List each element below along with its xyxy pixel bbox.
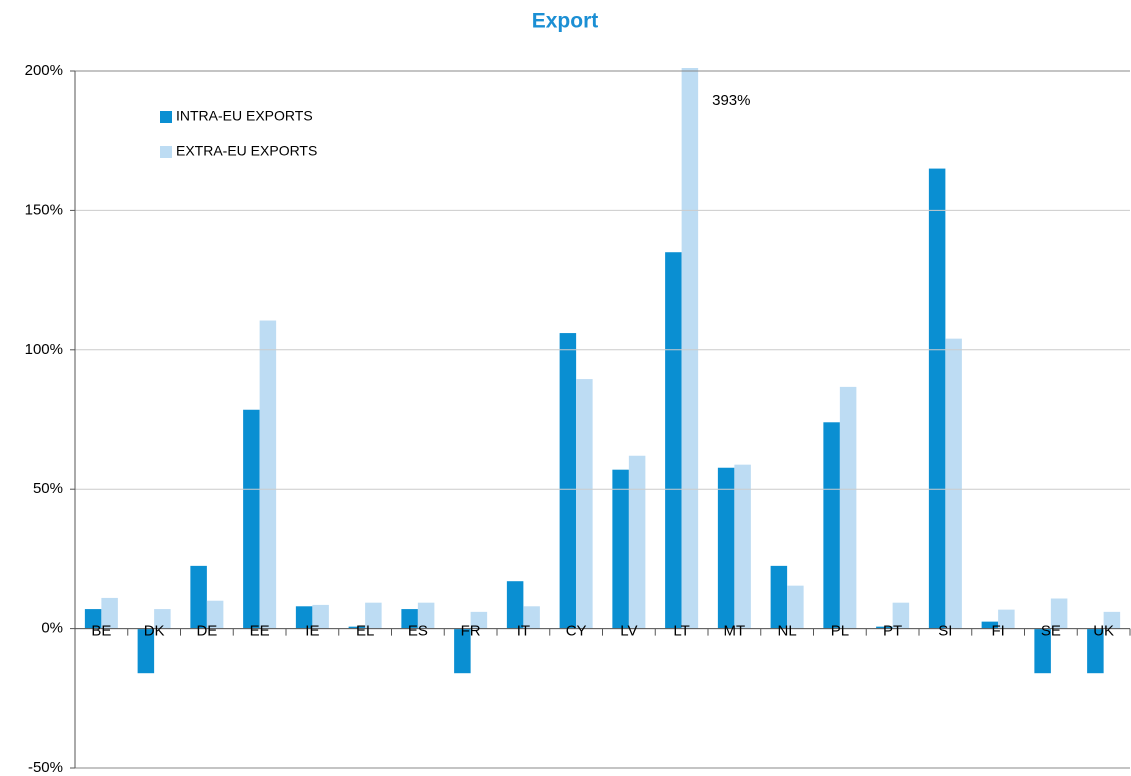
bar bbox=[1087, 628, 1104, 674]
x-tick-label: NL bbox=[778, 623, 797, 640]
bar bbox=[787, 585, 804, 629]
bar bbox=[734, 464, 751, 629]
bar bbox=[612, 469, 629, 629]
bar bbox=[1050, 598, 1068, 629]
bar bbox=[928, 168, 946, 629]
bar bbox=[665, 252, 682, 629]
x-tick-label: BE bbox=[91, 623, 111, 640]
bar bbox=[137, 628, 155, 674]
bar bbox=[681, 68, 699, 629]
x-tick-label: EL bbox=[356, 623, 374, 640]
bar bbox=[523, 606, 540, 629]
bar bbox=[981, 621, 999, 629]
legend-swatch bbox=[160, 146, 172, 158]
bar bbox=[348, 626, 366, 629]
x-tick-label: PT bbox=[883, 623, 902, 640]
bar bbox=[401, 609, 418, 629]
bar bbox=[206, 600, 224, 629]
bar bbox=[892, 602, 910, 629]
x-tick-label: DE bbox=[196, 623, 217, 640]
bar bbox=[1034, 628, 1051, 674]
plot-area bbox=[84, 68, 1121, 674]
x-tick-label: SI bbox=[938, 623, 952, 640]
bar bbox=[295, 606, 313, 629]
bar bbox=[717, 467, 735, 629]
x-tick-label: SE bbox=[1041, 623, 1061, 640]
x-tick-label: LT bbox=[673, 623, 689, 640]
bar bbox=[470, 611, 488, 629]
bar bbox=[628, 455, 646, 629]
y-tick-label: 50% bbox=[33, 480, 63, 497]
bar bbox=[243, 409, 260, 629]
x-tick-label: MT bbox=[724, 623, 746, 640]
bar bbox=[259, 320, 277, 629]
bar bbox=[365, 602, 382, 629]
x-tick-label: DK bbox=[144, 623, 165, 640]
x-tick-label: CY bbox=[566, 623, 587, 640]
y-tick-label: -50% bbox=[28, 759, 63, 776]
bar bbox=[84, 609, 102, 629]
x-tick-label: IE bbox=[305, 623, 319, 640]
bar bbox=[154, 609, 171, 629]
bar bbox=[312, 604, 329, 629]
data-label: 393% bbox=[712, 92, 750, 109]
bar bbox=[1103, 611, 1121, 629]
bar bbox=[506, 581, 524, 629]
x-tick-label: UK bbox=[1093, 623, 1114, 640]
bar bbox=[945, 338, 962, 629]
y-tick-label: 200% bbox=[25, 62, 63, 79]
x-tick-label: EE bbox=[250, 623, 270, 640]
y-tick-label: 0% bbox=[41, 620, 63, 637]
bar bbox=[454, 628, 471, 674]
x-tick-label: ES bbox=[408, 623, 428, 640]
bar bbox=[770, 565, 788, 629]
y-tick-label: 150% bbox=[25, 201, 63, 218]
y-tick-label: 100% bbox=[25, 341, 63, 358]
x-tick-label: IT bbox=[517, 623, 530, 640]
x-tick-label: LV bbox=[620, 623, 637, 640]
x-tick-label: FI bbox=[991, 623, 1004, 640]
bar bbox=[559, 333, 577, 629]
chart-title: Export bbox=[532, 10, 599, 33]
bar bbox=[190, 565, 207, 629]
bar bbox=[576, 379, 593, 629]
bar bbox=[998, 609, 1015, 629]
bar bbox=[417, 602, 435, 629]
bar bbox=[876, 626, 893, 629]
bar bbox=[101, 597, 118, 629]
x-tick-label: PL bbox=[831, 623, 849, 640]
legend-label: EXTRA-EU EXPORTS bbox=[176, 143, 317, 159]
legend-label: INTRA-EU EXPORTS bbox=[176, 108, 313, 124]
x-tick-label: FR bbox=[461, 623, 481, 640]
bar bbox=[823, 422, 840, 629]
bar bbox=[839, 386, 857, 629]
legend-swatch bbox=[160, 111, 172, 123]
